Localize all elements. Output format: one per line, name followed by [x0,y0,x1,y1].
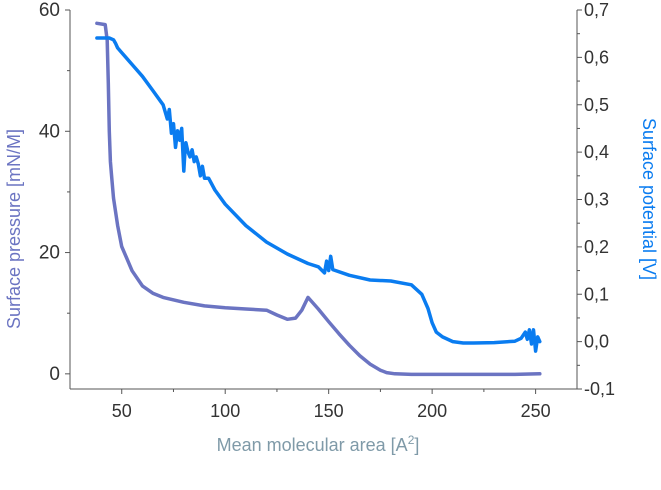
series-layer [95,21,542,377]
y-tick-label: 40 [39,121,60,142]
y2-tick-label: 0,1 [584,284,609,304]
x-tick-label: 100 [210,401,240,421]
x-axis-label-main: Mean molecular area [A [217,435,408,455]
y-axis-label: Surface pressure [mN/M] [4,129,24,329]
y-tick-label: 0 [49,364,60,385]
x-axis-label-superscript: 2 [408,433,415,447]
x-axis-label: Mean molecular area [A2] [217,433,420,455]
y2-tick-label: 0,7 [584,0,609,20]
axis-labels: Surface pressure [mN/M] Surface potentia… [4,118,659,455]
y2-axis-label: Surface potential [V] [639,118,659,280]
x-axis-label-end: ] [414,435,419,455]
y-tick-label: 20 [39,243,60,264]
y-tick-label: 60 [39,0,60,21]
surface-potential-line [95,36,542,353]
x-tick-label: 150 [314,401,344,421]
y2-tick-label: 0,0 [584,332,609,352]
x-tick-label: 250 [521,401,551,421]
y2-tick-label: 0,4 [584,142,609,162]
axes: 0 20 40 60 -0,1 0,0 0,1 0,2 0,3 0,4 0,5 0,6 0,7 50 100… [39,0,615,421]
y2-tick-label: -0,1 [584,379,615,399]
surface-pressure-line [95,21,542,377]
y2-tick-label: 0,2 [584,237,609,257]
y2-tick-label: 0,5 [584,95,609,115]
y2-tick-label: 0,6 [584,47,609,67]
x-tick-label: 50 [112,401,132,421]
y2-tick-label: 0,3 [584,190,609,210]
x-tick-label: 200 [417,401,447,421]
